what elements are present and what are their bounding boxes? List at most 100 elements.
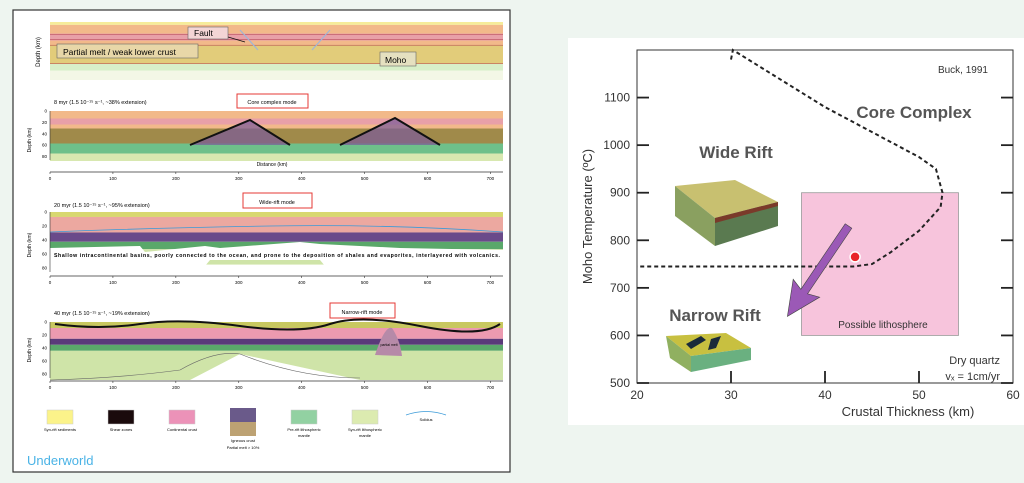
x-tick-label: 40: [818, 388, 832, 402]
legend-label: Continental crust: [167, 427, 198, 432]
legend-swatch: [230, 422, 256, 436]
legend-label: Igneous crust: [231, 438, 256, 443]
model-front: [691, 348, 751, 372]
y-tick-label: 0: [44, 109, 47, 114]
solidus-line: [49, 225, 504, 233]
x-tick-label: 600: [424, 280, 432, 285]
legend-swatch: [290, 409, 318, 425]
moho-label-box: [379, 51, 417, 67]
y-tick-label: 40: [42, 346, 48, 351]
x-tick-label: 500: [361, 176, 369, 181]
x-tick-label: 400: [298, 385, 306, 390]
x-tick-label: 300: [235, 385, 243, 390]
moho-label: Moho: [385, 55, 407, 65]
x-tick-label: 500: [361, 280, 369, 285]
y-tick-label: 60: [42, 143, 48, 148]
legend-swatch: [107, 409, 135, 425]
x-tick-label: 0: [49, 280, 52, 285]
x-tick-label: 300: [235, 280, 243, 285]
panel4-ylabel: Depth (km): [27, 337, 33, 362]
legend-label: Solidus: [419, 417, 432, 422]
model-side: [675, 186, 715, 246]
fault-arrow: [227, 36, 246, 43]
x-tick-label: 200: [172, 280, 180, 285]
y-tick-label: 20: [42, 120, 48, 125]
narrow-rift-model-image: [666, 333, 751, 372]
model-layer: [715, 202, 778, 223]
x-tick-label: 100: [109, 385, 117, 390]
wide-rift-model-image: [675, 180, 778, 246]
panel3-ylabel: Depth (km): [27, 232, 33, 257]
panel4-layer: [50, 338, 503, 345]
x-tick-label: 60: [1006, 388, 1020, 402]
arrow-shape: [787, 223, 853, 317]
x-tick-label: 200: [172, 385, 180, 390]
x-tick-label: 600: [424, 385, 432, 390]
y-tick-label: 20: [42, 223, 48, 228]
panel4-layer: [50, 322, 503, 328]
distance-label: Distance (km): [257, 162, 288, 168]
direction-arrow: [787, 223, 853, 317]
core-complex-mode-box: [236, 93, 309, 109]
legend-swatch: [168, 409, 196, 425]
narrow-rift-label: Narrow Rift: [669, 306, 761, 325]
y-tick-label: 60: [42, 359, 48, 364]
legend-sublabel: Partial melt > 10%: [227, 445, 260, 450]
core-complex-mode-label: Core complex mode: [247, 100, 296, 106]
core-complex-label: Core Complex: [856, 103, 972, 122]
panel1-layer: [50, 63, 503, 71]
x-tick-label: 500: [361, 385, 369, 390]
legend-swatch: [351, 409, 379, 425]
model-top: [666, 333, 751, 356]
legend-swatch: [46, 409, 74, 425]
panel1-layer: [50, 33, 503, 41]
legend-label: Syn-rift sediments: [44, 427, 76, 432]
x-tick-label: 700: [487, 385, 495, 390]
condition-velocity: vₓ = 1cm/yr: [945, 371, 1000, 383]
x-tick-label: 0: [49, 385, 52, 390]
panel4-title: 40 myr (1.5 10⁻¹⁵ s⁻¹, ~19% extension): [54, 310, 150, 317]
possible-lithosphere-label: Possible lithosphere: [838, 320, 928, 331]
x-tick-label: 700: [487, 176, 495, 181]
panel1-ylabel: Depth (km): [36, 37, 42, 67]
y-tick-label: 40: [42, 131, 48, 136]
model-side: [666, 336, 691, 372]
panel2-title: 8 myr (1.5 10⁻¹⁵ s⁻¹, ~38% extension): [54, 99, 147, 106]
legend-swatch: [230, 408, 256, 422]
y-tick-label: 1000: [603, 138, 630, 152]
wide-rift-label: Wide Rift: [699, 143, 773, 162]
partial-melt-label: Partial melt / weak lower crust: [63, 47, 177, 57]
wide-rift-mode-label: Wide-rift mode: [259, 200, 295, 206]
model-top: [675, 180, 778, 218]
x-tick-label: 600: [424, 176, 432, 181]
x-tick-label: 30: [724, 388, 738, 402]
y-tick-label: 900: [610, 186, 630, 200]
fault-label-box: [187, 26, 229, 40]
y-axis-label: Moho Temperature (ºC): [580, 149, 595, 284]
legend-label: mantle: [359, 433, 372, 438]
x-tick-label: 0: [49, 176, 52, 181]
panel3-title: 20 myr (1.5 10⁻¹⁵ s⁻¹, ~95% extension): [54, 202, 150, 209]
y-tick-label: 60: [42, 251, 48, 256]
legend-label: Pre-rift lithospheric: [287, 427, 320, 432]
shear-zone: [54, 318, 501, 333]
y-tick-label: 80: [42, 154, 48, 159]
panel2-layer: [50, 118, 503, 125]
y-tick-label: 500: [610, 376, 630, 390]
rift-mode-chart: 20 30 40 50 60 500 600 700 800 900 1000 1100 Crustal…: [580, 48, 1020, 419]
fault-line: [311, 29, 331, 51]
partial-melt-label: partial melt: [380, 343, 397, 347]
panel1-layer: [50, 22, 503, 25]
condition-dry-quartz: Dry quartz: [949, 355, 1000, 367]
panel4-layer: [50, 328, 503, 339]
fault-label: Fault: [194, 28, 214, 38]
y-tick-label: 0: [44, 320, 47, 325]
x-tick-label: 300: [235, 176, 243, 181]
panel3-layer: [50, 264, 503, 274]
legend-label: Shear zones: [110, 427, 132, 432]
lithosphere-base: [49, 353, 361, 381]
x-tick-label: 400: [298, 176, 306, 181]
model-fault-blocks: [686, 336, 721, 350]
partial-melt-region: [375, 327, 402, 356]
